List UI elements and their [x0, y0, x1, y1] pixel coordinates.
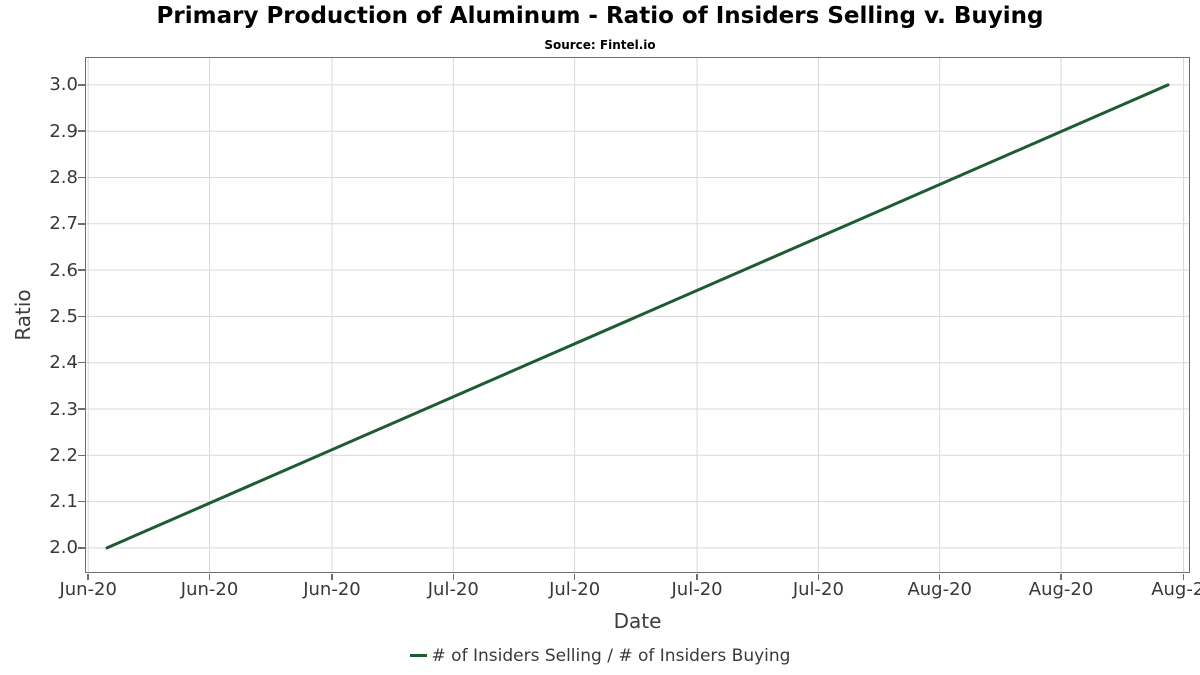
y-tick-mark	[77, 176, 85, 179]
x-tick-mark	[87, 573, 89, 580]
x-tick-mark	[208, 573, 211, 580]
x-tick-label: Jun-20	[59, 579, 117, 600]
y-tick-mark	[77, 454, 85, 457]
x-tick-mark	[938, 573, 941, 580]
y-tick-mark	[77, 500, 85, 503]
y-tick-mark	[77, 84, 85, 86]
y-tick-label: 2.4	[49, 352, 78, 374]
x-tick-label: Aug-20	[907, 579, 972, 600]
x-tick-label: Jul-20	[549, 579, 601, 600]
plot-area	[84, 56, 1190, 573]
y-tick-label: 2.5	[49, 305, 78, 327]
y-tick-label: 2.9	[49, 120, 78, 142]
x-tick-label: Jul-20	[671, 579, 723, 600]
x-tick-label: Aug-20	[1151, 579, 1200, 600]
x-tick-label: Aug-20	[1028, 579, 1094, 600]
chart-subtitle: Source: Fintel.io	[544, 38, 656, 52]
y-tick-label: 2.0	[49, 537, 78, 559]
x-tick-label: Jun-20	[180, 579, 239, 600]
y-tick-mark	[77, 269, 85, 271]
x-tick-mark	[331, 573, 333, 580]
x-tick-mark	[1182, 573, 1185, 580]
y-tick-mark	[77, 408, 85, 410]
x-tick-mark	[573, 573, 576, 580]
y-tick-mark	[77, 361, 85, 364]
x-tick-label: Jul-20	[427, 579, 479, 600]
y-tick-label: 2.3	[49, 398, 78, 420]
y-tick-label: 3.0	[49, 74, 78, 96]
y-tick-mark	[77, 315, 85, 318]
x-tick-label: Jul-20	[792, 579, 844, 600]
y-tick-label: 2.8	[49, 166, 78, 188]
x-tick-mark	[452, 573, 455, 580]
plot-canvas	[85, 57, 1189, 572]
x-tick-label: Jun-20	[303, 579, 361, 600]
y-tick-label: 2.2	[49, 444, 78, 466]
series-line	[105, 82, 1169, 549]
legend-line-marker	[409, 653, 427, 657]
y-tick-label: 2.6	[49, 259, 78, 281]
y-tick-mark	[77, 223, 85, 225]
y-tick-mark	[77, 547, 85, 549]
x-tick-mark	[1060, 573, 1062, 580]
y-tick-mark	[77, 130, 85, 132]
legend-label: # of Insiders Selling / # of Insiders Bu…	[431, 646, 791, 666]
x-tick-mark	[696, 573, 698, 580]
y-tick-label: 2.7	[49, 213, 78, 235]
x-tick-mark	[817, 573, 820, 580]
chart-title: Primary Production of Aluminum - Ratio o…	[156, 3, 1044, 29]
x-axis-title: Date	[613, 609, 662, 633]
legend: # of Insiders Selling / # of Insiders Bu…	[0, 646, 1200, 666]
y-tick-label: 2.1	[49, 491, 78, 513]
